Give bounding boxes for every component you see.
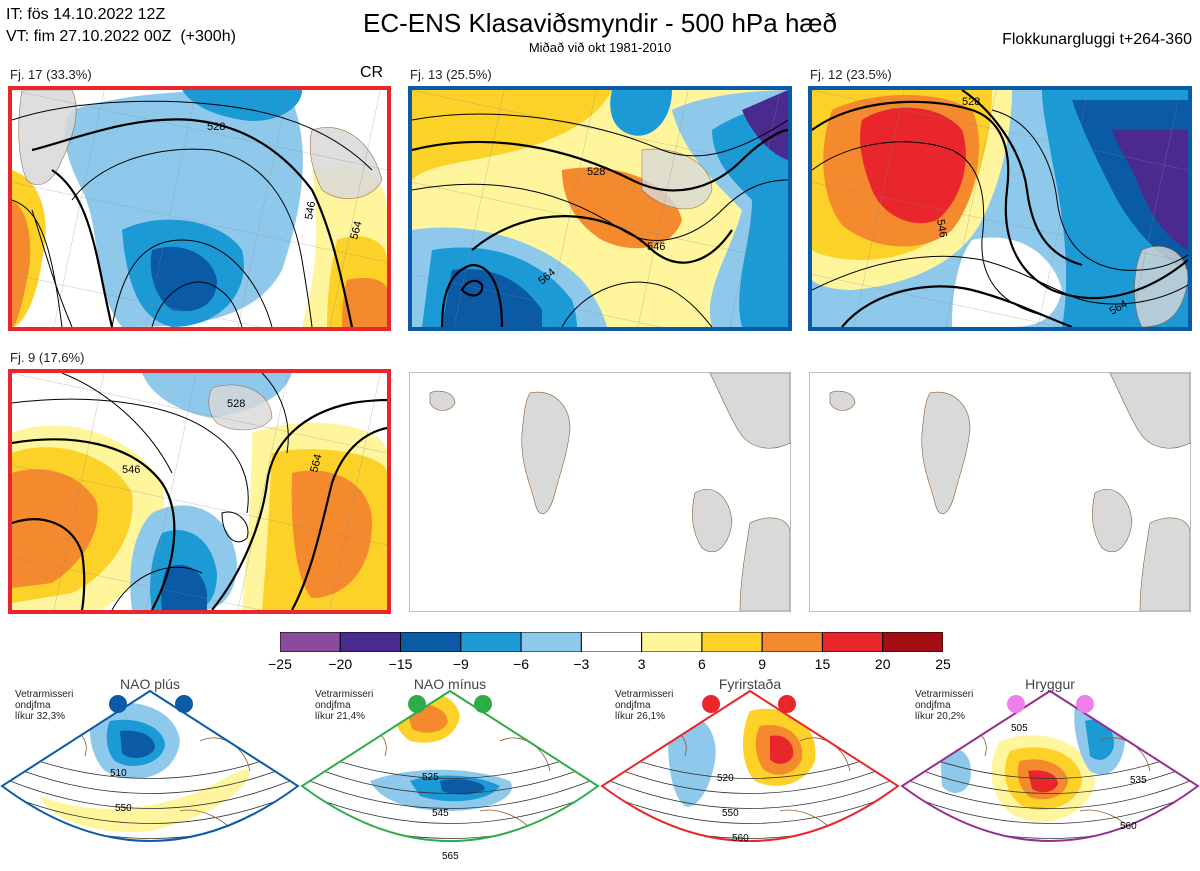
colorbar-swatch (460, 631, 522, 653)
greenland (521, 391, 571, 515)
colorbar-swatch (520, 631, 582, 653)
colorbar-swatch (279, 631, 341, 653)
regime-probability: Vetrarmisseri ondjfma líkur 32,3% (15, 689, 73, 722)
colorbar-swatch (339, 631, 402, 653)
colorbar-tick-label: −3 (573, 656, 590, 672)
regime-contour-label: 560 (1120, 821, 1137, 832)
regime-marker-dot (702, 695, 720, 713)
regime-probability: Vetrarmisseri ondjfma líkur 26,1% (615, 689, 673, 722)
page-title: EC-ENS Klasaviðsmyndir - 500 hPa hæð (363, 8, 837, 38)
init-time: IT: fös 14.10.2022 12Z (6, 6, 166, 23)
contour-label: 564 (348, 220, 364, 241)
regime-map: 525 545 565 (300, 689, 600, 862)
regime-map: 520 550 560 (600, 689, 900, 844)
regime-map: 505 535 560 (900, 689, 1200, 842)
regime-contour-label: 505 (1011, 723, 1028, 734)
regime-probability-line: ondjfma (15, 700, 51, 711)
regime-probability-line: Vetrarmisseri (15, 689, 74, 700)
colorbar-swatch (641, 631, 703, 653)
regime-contour-label: 525 (422, 772, 439, 783)
regime-probability-line: ondjfma (315, 700, 351, 711)
regime-probability-line: ondjfma (915, 700, 951, 711)
regime-probability: Vetrarmisseri ondjfma líkur 21,4% (315, 689, 373, 722)
contour-label: 546 (934, 218, 949, 238)
contour-label: 528 (962, 96, 980, 108)
contour-label: 564 (308, 453, 324, 474)
colorbar-tick-label: 3 (637, 656, 646, 672)
cluster-map-3[interactable]: 528 546 564 (808, 86, 1192, 331)
page-subtitle: Miðað við okt 1981-2010 (528, 40, 672, 55)
regime-probability-line: líkur 32,3% (15, 711, 66, 722)
regime-contour-label: 550 (722, 808, 739, 819)
colorbar-swatch (821, 631, 884, 653)
colorbar-tick-label: 20 (874, 656, 891, 672)
cluster-map-4[interactable]: 528 546 564 (8, 369, 391, 614)
regime-name: Fyrirstaða (718, 676, 782, 692)
regime-name: NAO plús (120, 676, 180, 692)
colorbar-tick-label: 6 (698, 656, 706, 672)
regime-contour-label: 535 (1130, 775, 1147, 786)
cluster-label-1: Fj. 17 (33.3%) (10, 67, 92, 82)
regime-marker-dot (1007, 695, 1025, 713)
regime-contour-label: 510 (110, 768, 127, 779)
empty-map-5 (409, 372, 791, 612)
contour-label: 528 (587, 166, 605, 178)
regime-contour-label: 520 (717, 773, 734, 784)
regime-marker-dot (109, 695, 127, 713)
regime-probability: Vetrarmisseri ondjfma líkur 20,2% (915, 689, 973, 722)
regime-probability-line: Vetrarmisseri (615, 689, 674, 700)
regime-probability-line: Vetrarmisseri (915, 689, 974, 700)
colorbar-tick-label: −9 (452, 656, 469, 672)
regime-probability-line: ondjfma (615, 700, 651, 711)
regime-marker-dot (474, 695, 492, 713)
regime-contour-label: 560 (732, 833, 749, 844)
europe (739, 517, 790, 611)
colorbar-tick-label: −25 (268, 656, 292, 672)
scandinavia (709, 373, 790, 449)
colorbar-tick-label: −20 (328, 656, 353, 672)
empty-map-6 (809, 372, 1191, 612)
colorbar-swatch (580, 631, 643, 653)
regime-name: Hryggur (1025, 676, 1075, 692)
cluster-label-3: Fj. 12 (23.5%) (810, 67, 892, 82)
contour-label: 528 (227, 398, 245, 410)
regime-map: 510 550 (0, 689, 300, 842)
classification-window: Flokkunargluggi t+264-360 (1002, 31, 1192, 48)
colorbar-swatch (761, 631, 823, 653)
run-info: IT: fös 14.10.2022 12Z VT: fim 27.10.202… (6, 4, 236, 48)
cluster-label-4: Fj. 9 (17.6%) (10, 350, 85, 365)
regime-probability-line: líkur 21,4% (315, 711, 366, 722)
regime-probability-line: líkur 26,1% (615, 711, 666, 722)
colorbar (279, 631, 944, 653)
contour-label: 528 (207, 121, 225, 133)
cluster-label-2: Fj. 13 (25.5%) (410, 67, 492, 82)
regime-contour-label: 565 (442, 851, 459, 862)
colorbar-swatch (701, 631, 763, 653)
regime-contour-label: 545 (432, 808, 449, 819)
colorbar-tick-label: 25 (935, 656, 951, 672)
colorbar-tick-label: −6 (513, 656, 530, 672)
regime-probability-line: Vetrarmisseri (315, 689, 374, 700)
contour-label: 546 (122, 464, 140, 476)
regime-marker-dot (778, 695, 796, 713)
colorbar-swatch (400, 631, 462, 653)
regime-contour-label: 550 (115, 803, 132, 814)
colorbar-tick-label: −15 (388, 656, 413, 672)
regime-marker-dot (175, 695, 193, 713)
contour-label: 546 (647, 241, 665, 253)
regime-marker-dot (1076, 695, 1094, 713)
regime-name: NAO mínus (413, 676, 487, 692)
colorbar-tick-label: 15 (814, 656, 831, 672)
british-isles (692, 488, 733, 553)
contour-label: 546 (303, 200, 318, 220)
regime-probability-line: líkur 20,2% (915, 711, 966, 722)
iceland (429, 390, 456, 411)
valid-time: VT: fim 27.10.2022 00Z (+300h) (6, 28, 236, 45)
cluster-map-1[interactable]: 528 546 564 (8, 86, 391, 331)
cluster-map-2[interactable]: 528 546 564 (408, 86, 792, 331)
colorbar-tick-label: 9 (758, 656, 767, 672)
colorbar-swatch (882, 631, 944, 653)
regime-marker-dot (408, 695, 426, 713)
cluster-tag: CR (360, 64, 384, 81)
